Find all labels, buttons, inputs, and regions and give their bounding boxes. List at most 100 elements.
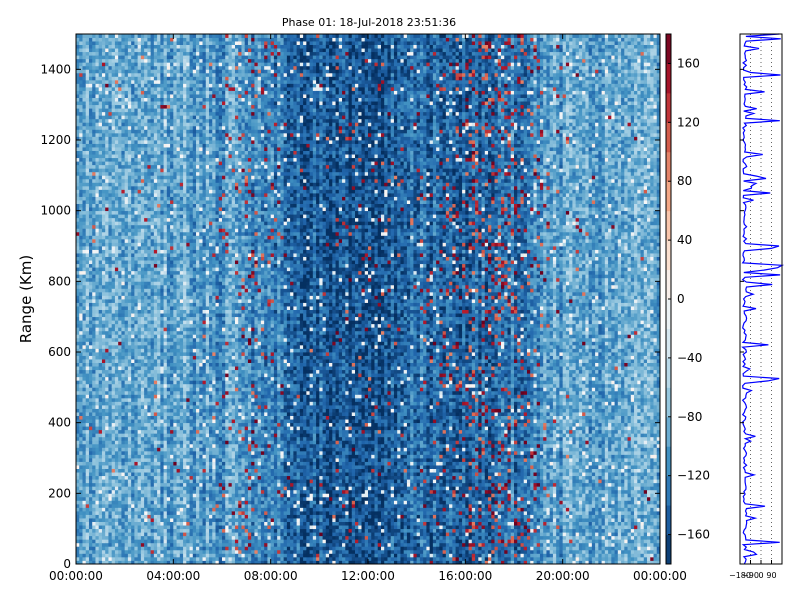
heatmap-cell [170, 479, 174, 483]
heatmap-cell [180, 419, 184, 423]
heatmap-cell [108, 76, 112, 80]
heatmap-cell [141, 52, 145, 56]
heatmap-cell [177, 108, 181, 112]
heatmap-cell [86, 546, 90, 550]
heatmap-cell [134, 317, 138, 321]
heatmap-cell [147, 221, 151, 225]
heatmap-cell [105, 278, 109, 282]
heatmap-cell [86, 529, 90, 533]
heatmap-cell [173, 250, 177, 254]
heatmap-cell [147, 91, 151, 95]
heatmap-cell [180, 373, 184, 377]
heatmap-cell [76, 260, 80, 264]
heatmap-cell [144, 426, 148, 430]
heatmap-cell [154, 292, 158, 296]
heatmap-cell [157, 172, 161, 176]
heatmap-cell [118, 214, 122, 218]
heatmap-cell [151, 543, 155, 547]
heatmap-cell [118, 115, 122, 119]
heatmap-cell [151, 225, 155, 229]
heatmap-cell [147, 129, 151, 133]
heatmap-cell [144, 281, 148, 285]
heatmap-cell [108, 370, 112, 374]
heatmap-cell [151, 158, 155, 162]
heatmap-cell [95, 119, 99, 123]
heatmap-cell [112, 119, 116, 123]
heatmap-cell [102, 522, 106, 526]
heatmap-cell [105, 151, 109, 155]
heatmap-cell [183, 430, 187, 434]
heatmap-cell [89, 391, 93, 395]
heatmap-cell [154, 359, 158, 363]
heatmap-cell [108, 101, 112, 105]
heatmap-cell [86, 338, 90, 342]
heatmap-cell [108, 250, 112, 254]
heatmap-cell [105, 189, 109, 193]
heatmap-cell [128, 94, 132, 98]
heatmap-cell [180, 260, 184, 264]
heatmap-cell [167, 165, 171, 169]
heatmap-cell [89, 207, 93, 211]
heatmap-cell [76, 394, 80, 398]
heatmap-cell [154, 264, 158, 268]
heatmap-cell [167, 472, 171, 476]
heatmap-cell [82, 518, 86, 522]
heatmap-cell [76, 387, 80, 391]
heatmap-cell [164, 331, 168, 335]
heatmap-cell [121, 543, 125, 547]
heatmap-cell [86, 490, 90, 494]
heatmap-cell [102, 55, 106, 59]
heatmap-cell [89, 504, 93, 508]
heatmap-cell [125, 179, 129, 183]
heatmap-cell [86, 387, 90, 391]
heatmap-cell [180, 377, 184, 381]
heatmap-cell [118, 532, 122, 536]
heatmap-cell [177, 497, 181, 501]
heatmap-cell [157, 38, 161, 42]
heatmap-cell [144, 274, 148, 278]
heatmap-cell [128, 154, 132, 158]
heatmap-cell [131, 317, 135, 321]
heatmap-cell [92, 454, 96, 458]
heatmap-cell [170, 546, 174, 550]
heatmap-cell [112, 543, 116, 547]
heatmap-cell [147, 363, 151, 367]
heatmap-cell [76, 384, 80, 388]
heatmap-cell [125, 380, 129, 384]
heatmap-cell [82, 310, 86, 314]
heatmap-cell [177, 334, 181, 338]
heatmap-cell [99, 433, 103, 437]
heatmap-cell [95, 310, 99, 314]
heatmap-cell [141, 373, 145, 377]
heatmap-cell [128, 536, 132, 540]
heatmap-cell [128, 108, 132, 112]
heatmap-cell [125, 373, 129, 377]
heatmap-cell [121, 522, 125, 526]
heatmap-cell [147, 306, 151, 310]
heatmap-cell [105, 331, 109, 335]
heatmap-cell [138, 458, 142, 462]
heatmap-cell [173, 158, 177, 162]
heatmap-cell [154, 507, 158, 511]
heatmap-cell [92, 136, 96, 140]
heatmap-cell [108, 557, 112, 561]
heatmap-cell [141, 553, 145, 557]
heatmap-cell [154, 401, 158, 405]
heatmap-cell [144, 493, 148, 497]
heatmap-cell [131, 539, 135, 543]
heatmap-cell [86, 242, 90, 246]
heatmap-cell [95, 52, 99, 56]
heatmap-cell [180, 440, 184, 444]
heatmap-cell [108, 454, 112, 458]
heatmap-cell [121, 433, 125, 437]
heatmap-cell [177, 257, 181, 261]
heatmap-cell [99, 306, 103, 310]
heatmap-cell [134, 115, 138, 119]
heatmap-cell [134, 539, 138, 543]
heatmap-cell [154, 416, 158, 420]
heatmap-cell [183, 472, 187, 476]
heatmap-cell [76, 98, 80, 102]
heatmap-cell [86, 359, 90, 363]
heatmap-cell [125, 515, 129, 519]
heatmap-cell [151, 66, 155, 70]
